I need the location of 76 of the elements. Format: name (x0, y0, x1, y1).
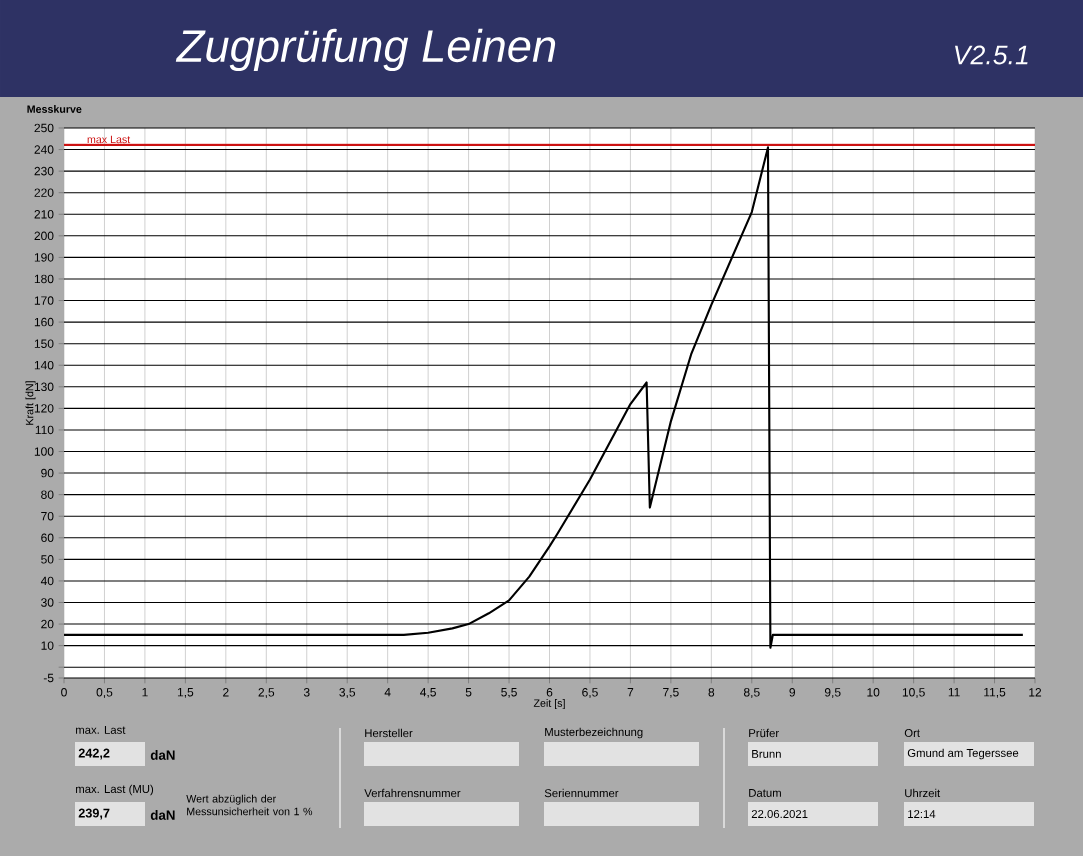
y-tick-label: 10 (41, 641, 54, 650)
x-tick-label: 8,5 (743, 688, 760, 698)
x-tick-label: 0,5 (96, 688, 113, 698)
y-tick-label: 240 (34, 145, 54, 154)
ref-line-label: max Last (87, 135, 131, 144)
text: V2.5.1 (955, 45, 1028, 65)
text: Verfahrensnummer (364, 788, 461, 798)
text: max. Last (MU) (76, 784, 154, 796)
y-tick-label: 20 (41, 619, 54, 629)
y-tick-label: 60 (41, 533, 54, 543)
x-tick-label: 3 (303, 688, 310, 697)
x-tick-label: 10 (867, 688, 880, 697)
x-tick-label: 5,5 (501, 688, 517, 698)
text: Gmund am Tegerssee (907, 748, 1019, 760)
x-tick-label: 5 (465, 688, 472, 697)
x-tick-label: 6,5 (582, 688, 598, 698)
x-tick-label: 2 (223, 688, 229, 697)
x-tick-label: 4 (384, 688, 391, 697)
x-tick-label: 9 (789, 688, 796, 697)
y-tick-label: 140 (34, 360, 54, 370)
text: daN (150, 750, 175, 760)
y-tick-label: 190 (34, 253, 54, 262)
text: Wert abzüglich der Messunsicherheit von 1 % (186, 794, 313, 816)
y-tick-label: -5 (43, 673, 54, 683)
x-tick-label: 12 (1029, 688, 1042, 697)
y-tick-label: 50 (41, 555, 54, 564)
text: max. Last (76, 726, 126, 734)
y-tick-label: 130 (34, 382, 54, 392)
x-tick-label: 1,5 (177, 688, 194, 698)
text: Brunn (752, 750, 781, 758)
x-axis-title: Zeit [s] (533, 699, 565, 710)
y-tick-label: 120 (34, 404, 54, 413)
text: daN (150, 810, 175, 820)
y-tick-label: 70 (41, 511, 54, 521)
text: Prüfer (749, 728, 779, 738)
text: Uhrzeit (905, 788, 941, 798)
text: 239,7 (78, 808, 110, 820)
chart-subtitle: Messkurve (27, 105, 82, 113)
x-tick-label: 2,5 (258, 688, 275, 698)
y-axis-title: Kraft [dN] (25, 381, 36, 425)
x-tick-label: 1 (142, 688, 148, 697)
y-tick-label: 80 (41, 490, 54, 499)
x-tick-label: 11,5 (984, 688, 1006, 698)
y-tick-label: 250 (34, 123, 54, 133)
x-tick-label: 3,5 (339, 688, 356, 698)
text: Musterbezeichnung (545, 727, 643, 739)
x-tick-label: 7 (627, 688, 634, 697)
x-tick-label: 11 (948, 688, 960, 697)
y-tick-label: 150 (34, 339, 54, 348)
y-tick-label: 40 (40, 576, 54, 586)
x-tick-label: 8 (708, 688, 715, 697)
y-tick-label: 200 (34, 231, 54, 241)
x-tick-label: 10,5 (902, 688, 925, 698)
y-tick-label: 220 (34, 188, 54, 197)
chart-title: Zugprüfung Leinen (175, 28, 556, 72)
y-tick-label: 30 (41, 598, 54, 607)
x-tick-label: 7,5 (663, 688, 679, 698)
text: Ort (904, 728, 920, 737)
text: Datum (749, 789, 781, 797)
x-tick-label: 4,5 (420, 688, 436, 698)
text: 22.06.2021 (751, 809, 808, 818)
y-tick-label: 100 (34, 447, 54, 456)
x-tick-label: 6 (546, 688, 553, 697)
y-tick-label: 110 (35, 425, 54, 435)
text: 242,2 (78, 748, 110, 760)
text: Hersteller (365, 728, 413, 738)
text: Seriennummer (544, 788, 619, 798)
x-tick-label: 9,5 (824, 688, 841, 698)
y-tick-label: 230 (34, 166, 54, 176)
y-tick-label: 90 (41, 468, 54, 478)
y-tick-label: 180 (34, 274, 54, 284)
y-tick-label: 160 (34, 317, 54, 327)
y-tick-label: 210 (34, 210, 54, 219)
text: 12:14 (908, 810, 936, 818)
y-tick-label: 170 (34, 296, 54, 305)
x-tick-label: 0 (61, 688, 67, 697)
